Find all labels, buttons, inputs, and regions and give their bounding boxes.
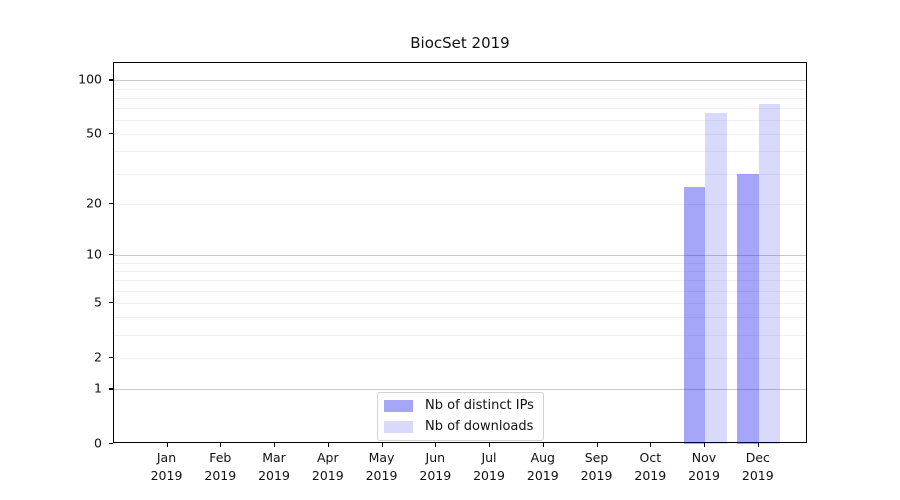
legend-swatch-downloads <box>384 420 413 433</box>
y-tick-100 <box>109 79 113 81</box>
gridline-minor-50 <box>114 134 806 136</box>
y-tick-label-50: 50 <box>86 125 102 141</box>
y-tick-label-5: 5 <box>94 294 102 310</box>
legend-label-downloads: Nb of downloads <box>425 419 534 434</box>
legend-item-distinct-ips: Nb of distinct IPs <box>384 398 534 413</box>
bar-nov-distinct-ips <box>683 187 705 444</box>
x-tick-label-oct: Oct 2019 <box>620 449 680 485</box>
x-tick-year: 2019 <box>150 468 183 483</box>
x-tick-year: 2019 <box>204 468 237 483</box>
gridline-minor-9 <box>114 262 806 264</box>
x-tick-year: 2019 <box>526 468 559 483</box>
y-tick-50 <box>109 133 113 135</box>
y-tick-label-20: 20 <box>86 195 102 211</box>
x-tick-aug <box>542 443 544 447</box>
x-tick-label-dec: Dec 2019 <box>728 449 788 485</box>
gridline-minor-20 <box>114 204 806 206</box>
legend: Nb of distinct IPs Nb of downloads <box>377 392 544 441</box>
x-tick-year: 2019 <box>634 468 667 483</box>
x-tick-year: 2019 <box>580 468 613 483</box>
chart-title: BiocSet 2019 <box>410 34 510 52</box>
x-tick-year: 2019 <box>365 468 398 483</box>
gridline-minor-6 <box>114 290 806 292</box>
x-tick-month: May <box>368 450 395 465</box>
x-tick-jun <box>435 443 437 447</box>
x-tick-apr <box>327 443 329 447</box>
x-tick-jan <box>166 443 168 447</box>
x-tick-label-jun: Jun 2019 <box>405 449 465 485</box>
x-tick-month: Sep <box>584 450 609 465</box>
gridline-minor-8 <box>114 270 806 272</box>
y-tick-label-1: 1 <box>94 380 102 396</box>
gridline-minor-70 <box>114 108 806 110</box>
x-tick-mar <box>274 443 276 447</box>
x-tick-may <box>381 443 383 447</box>
x-tick-month: Nov <box>691 450 717 465</box>
x-tick-oct <box>650 443 652 447</box>
gridline-minor-3 <box>114 334 806 336</box>
x-tick-label-aug: Aug 2019 <box>513 449 573 485</box>
x-tick-month: Jan <box>156 450 177 465</box>
legend-item-downloads: Nb of downloads <box>384 419 534 434</box>
x-tick-year: 2019 <box>473 468 505 483</box>
bar-dec-distinct-ips <box>737 173 759 444</box>
x-tick-label-may: May 2019 <box>352 449 412 485</box>
x-tick-label-jan: Jan 2019 <box>137 449 197 485</box>
x-tick-month: Oct <box>639 450 662 465</box>
gridline-major-10 <box>114 255 806 257</box>
x-tick-year: 2019 <box>419 468 452 483</box>
y-tick-label-2: 2 <box>94 349 102 364</box>
x-tick-month: Jul <box>481 450 497 465</box>
gridline-minor-80 <box>114 97 806 99</box>
x-tick-month: Aug <box>530 450 555 465</box>
gridline-minor-7 <box>114 280 806 282</box>
y-tick-0 <box>109 443 113 445</box>
legend-swatch-distinct-ips <box>384 399 413 412</box>
x-tick-sep <box>596 443 598 447</box>
gridline-minor-30 <box>114 173 806 175</box>
bar-dec-downloads <box>758 103 781 444</box>
gridline-major-100 <box>114 80 806 82</box>
x-tick-label-mar: Mar 2019 <box>244 449 304 485</box>
x-tick-month: Jun <box>425 450 446 465</box>
x-tick-feb <box>220 443 222 447</box>
x-tick-year: 2019 <box>258 468 290 483</box>
x-tick-year: 2019 <box>311 468 344 483</box>
gridline-major-1 <box>114 389 806 391</box>
plot-area <box>113 62 807 444</box>
y-tick-label-0: 0 <box>94 435 102 451</box>
y-tick-1 <box>109 388 113 390</box>
x-tick-dec <box>757 443 759 447</box>
x-tick-label-feb: Feb 2019 <box>190 449 250 485</box>
bar-nov-downloads <box>705 112 727 444</box>
gridline-minor-40 <box>114 151 806 153</box>
x-tick-month: Mar <box>262 450 286 465</box>
legend-label-distinct-ips: Nb of distinct IPs <box>425 398 534 413</box>
y-tick-10 <box>109 254 113 256</box>
x-tick-month: Dec <box>745 450 770 465</box>
x-tick-year: 2019 <box>688 468 720 483</box>
gridline-minor-5 <box>114 302 806 304</box>
x-tick-label-jul: Jul 2019 <box>459 449 519 485</box>
x-tick-month: Apr <box>316 450 339 465</box>
gridline-minor-90 <box>114 88 806 90</box>
x-tick-label-nov: Nov 2019 <box>674 449 734 485</box>
x-tick-label-apr: Apr 2019 <box>298 449 358 485</box>
gridline-minor-4 <box>114 317 806 319</box>
y-tick-label-100: 100 <box>78 71 102 87</box>
x-tick-month: Feb <box>209 450 232 465</box>
y-tick-5 <box>109 301 113 303</box>
y-tick-20 <box>109 203 113 205</box>
x-tick-jul <box>489 443 491 447</box>
gridline-minor-60 <box>114 120 806 122</box>
x-tick-year: 2019 <box>741 468 774 483</box>
x-tick-nov <box>704 443 706 447</box>
y-tick-2 <box>109 356 113 358</box>
x-tick-label-sep: Sep 2019 <box>567 449 627 485</box>
y-tick-label-10: 10 <box>86 246 102 262</box>
gridline-minor-2 <box>114 357 806 359</box>
